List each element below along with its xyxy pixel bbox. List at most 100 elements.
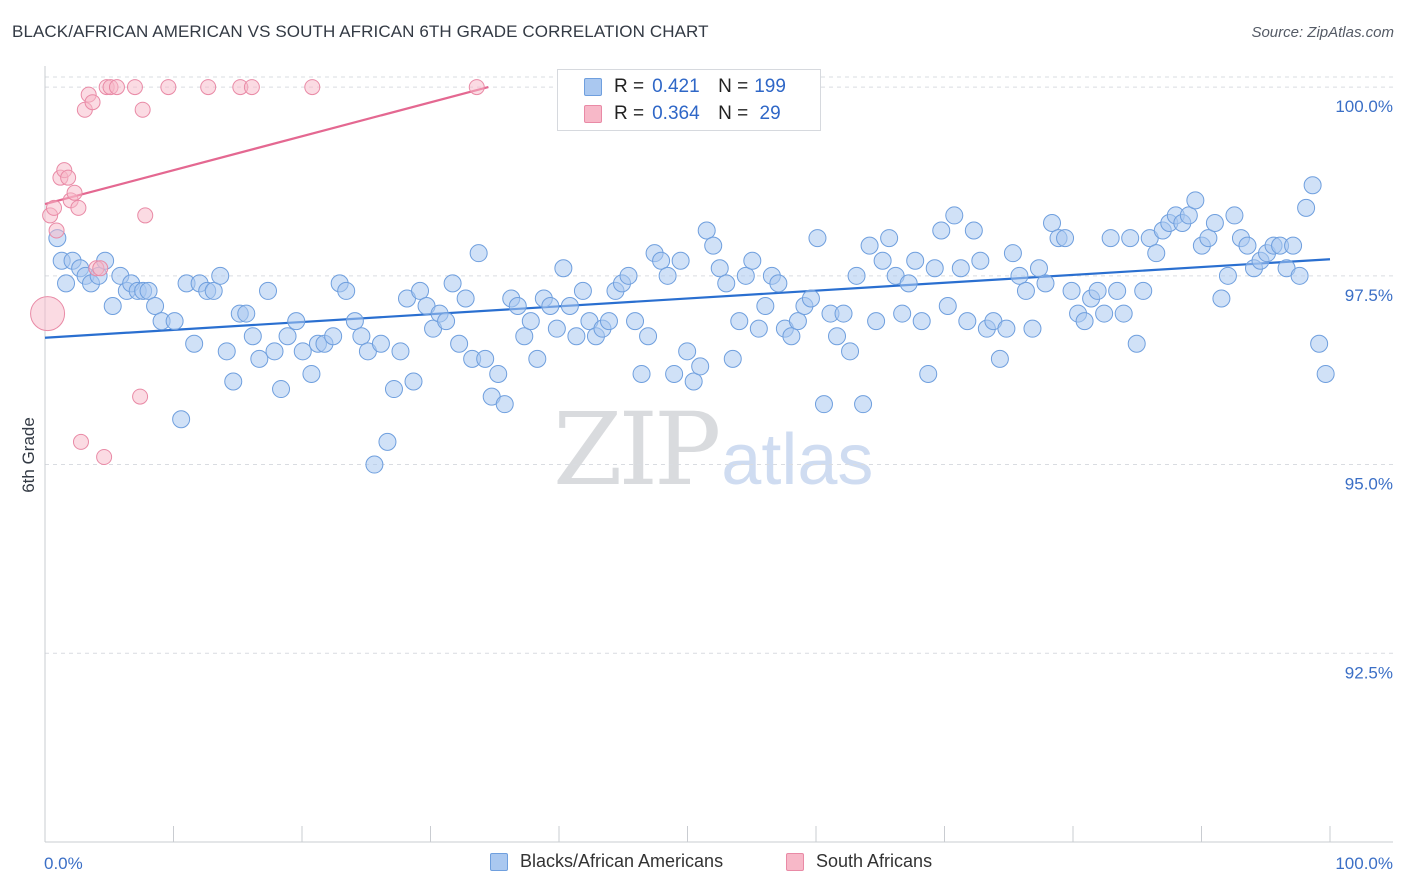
data-point-blue xyxy=(964,221,983,240)
data-point-pink xyxy=(304,79,321,96)
data-point-blue xyxy=(788,312,807,331)
data-point-blue xyxy=(1075,312,1094,331)
data-point-blue xyxy=(443,274,462,293)
data-point-blue xyxy=(1316,364,1335,383)
data-point-blue xyxy=(938,297,957,316)
data-point-blue xyxy=(632,364,651,383)
data-point-blue xyxy=(814,395,833,414)
data-point-pink xyxy=(160,79,177,96)
watermark-zip: ZIP xyxy=(553,391,721,508)
data-point-pink xyxy=(96,449,113,465)
data-point-blue xyxy=(265,342,284,361)
data-point-blue xyxy=(560,297,579,316)
data-point-blue xyxy=(925,259,944,278)
data-point-blue xyxy=(1056,229,1075,248)
legend-r-key: R = xyxy=(614,76,645,97)
legend-swatch-blue xyxy=(584,78,602,96)
data-point-blue xyxy=(828,327,847,346)
data-point-blue xyxy=(841,342,860,361)
data-point-blue xyxy=(1212,289,1231,308)
data-point-blue xyxy=(639,327,658,346)
data-point-blue xyxy=(547,319,566,338)
data-point-blue xyxy=(541,297,560,316)
data-point-blue xyxy=(324,327,343,346)
data-point-blue xyxy=(302,364,321,383)
data-point-blue xyxy=(697,221,716,240)
series-south-africans xyxy=(30,79,485,465)
data-point-pink xyxy=(48,222,65,239)
legend-r-value: 0.421 xyxy=(652,76,700,97)
data-point-blue xyxy=(717,274,736,293)
data-point-blue xyxy=(899,274,918,293)
data-point-blue xyxy=(945,206,964,225)
data-point-blue xyxy=(704,236,723,255)
watermark-atlas: atlas xyxy=(721,420,874,500)
data-point-blue xyxy=(1101,229,1120,248)
y-axis-label: 6th Grade xyxy=(19,417,38,493)
data-point-blue xyxy=(1199,229,1218,248)
data-point-pink xyxy=(72,433,89,450)
series-blacks-african-americans xyxy=(48,176,1335,474)
trend-lines xyxy=(44,86,1331,339)
data-point-blue xyxy=(204,281,223,300)
data-point-blue xyxy=(404,372,423,391)
watermark: ZIPatlas xyxy=(553,400,873,500)
data-point-blue xyxy=(619,266,638,285)
data-point-blue xyxy=(217,342,236,361)
data-point-blue xyxy=(1062,281,1081,300)
data-point-pink xyxy=(126,79,143,96)
legend-n-key: N = xyxy=(718,103,749,124)
legend-n-value: 29 xyxy=(754,103,781,124)
data-point-blue xyxy=(756,297,775,316)
bottom-legend-swatch-blue xyxy=(490,852,508,871)
data-point-blue xyxy=(997,319,1016,338)
x-tick-label: 0.0% xyxy=(44,854,83,873)
data-point-blue xyxy=(1127,334,1146,353)
data-point-blue xyxy=(345,312,364,331)
axes xyxy=(44,66,1393,843)
data-point-blue xyxy=(103,297,122,316)
data-point-blue xyxy=(224,372,243,391)
data-point-blue xyxy=(652,251,671,270)
data-point-blue xyxy=(893,304,912,323)
data-point-pink xyxy=(30,296,66,332)
data-point-pink xyxy=(243,79,260,96)
data-point-blue xyxy=(278,327,297,346)
data-point-blue xyxy=(469,244,488,263)
data-point-blue xyxy=(287,312,306,331)
data-point-blue xyxy=(456,289,475,308)
source-credit: Source: ZipAtlas.com xyxy=(1251,24,1394,41)
legend-row-pink: R = 0.364 N = 29 xyxy=(558,101,781,127)
data-point-blue xyxy=(515,327,534,346)
data-point-blue xyxy=(172,410,191,429)
data-point-blue xyxy=(521,312,540,331)
data-point-pink xyxy=(468,79,485,96)
data-point-blue xyxy=(1186,191,1205,210)
data-point-blue xyxy=(723,349,742,368)
data-point-blue xyxy=(243,327,262,346)
bottom-legend-label-blue: Blacks/African Americans xyxy=(520,851,724,871)
data-point-blue xyxy=(1238,236,1257,255)
data-point-pink xyxy=(108,79,125,96)
data-point-blue xyxy=(1043,213,1062,232)
data-point-blue xyxy=(146,297,165,316)
data-point-pink xyxy=(70,199,87,216)
data-point-blue xyxy=(1218,266,1237,285)
data-point-blue xyxy=(932,221,951,240)
legend-swatch-pink xyxy=(584,105,602,123)
data-point-pink xyxy=(132,388,149,405)
data-point-blue xyxy=(1205,213,1224,232)
data-point-blue xyxy=(391,342,410,361)
axis-labels: 92.5% 95.0% 97.5% 100.0% 0.0% 100.0% 6th Grade xyxy=(19,97,1393,873)
data-point-blue xyxy=(437,312,456,331)
data-point-blue xyxy=(880,229,899,248)
y-tick-label: 92.5% xyxy=(1345,663,1393,682)
data-point-blue xyxy=(834,304,853,323)
data-point-blue xyxy=(626,312,645,331)
data-point-blue xyxy=(139,281,158,300)
data-point-blue xyxy=(57,274,76,293)
data-point-blue xyxy=(1003,244,1022,263)
data-point-blue xyxy=(665,364,684,383)
data-point-blue xyxy=(1016,281,1035,300)
